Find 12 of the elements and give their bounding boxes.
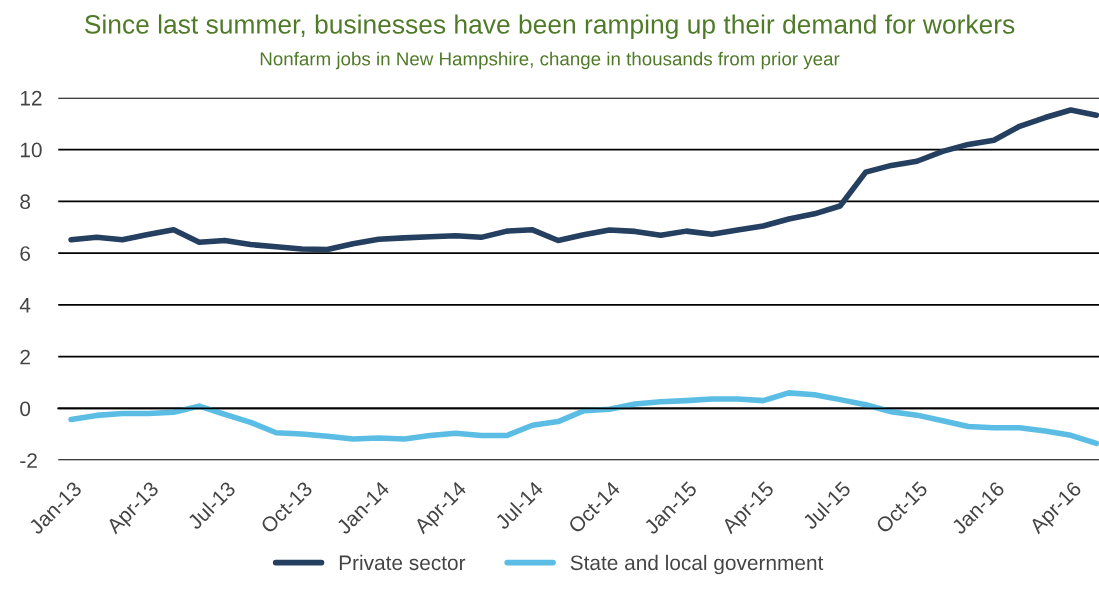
chart-subtitle: Nonfarm jobs in New Hampshire, change in thousands from prior year bbox=[260, 51, 840, 70]
y-tick-label: 6 bbox=[20, 246, 31, 261]
y-tick-label: 12 bbox=[20, 90, 42, 106]
y-tick-label: 2 bbox=[20, 349, 30, 365]
legend-label: State and local government bbox=[570, 554, 824, 575]
y-tick-label: 10 bbox=[20, 142, 42, 158]
y-tick-label: -2 bbox=[20, 453, 37, 468]
chart-title: Since last summer, businesses have been ramping up their demand for workers bbox=[85, 14, 1015, 39]
y-tick-label: 4 bbox=[19, 298, 31, 313]
y-tick-label: 0 bbox=[20, 401, 31, 417]
legend-label: Private sector bbox=[339, 554, 466, 571]
y-tick-label: 8 bbox=[20, 194, 31, 210]
